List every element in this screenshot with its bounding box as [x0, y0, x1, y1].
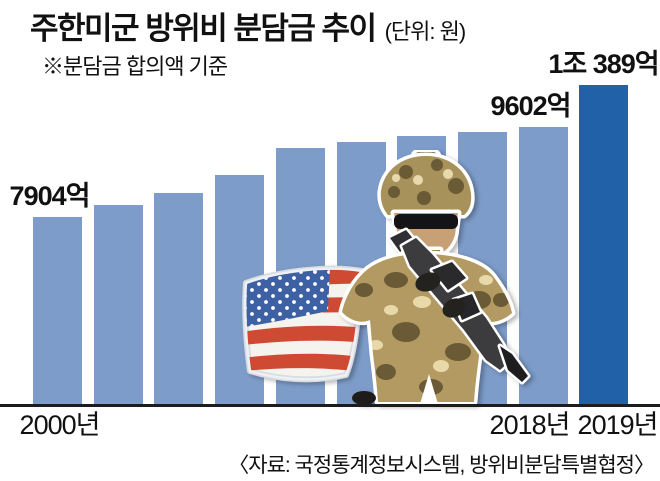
- us-flag-icon: [242, 265, 365, 383]
- bar: [519, 127, 568, 405]
- title-text: 주한미군 방위비 분담금 추이: [30, 11, 377, 46]
- chart-subtitle: ※분담금 합의액 기준: [42, 54, 228, 79]
- x-axis-line: [0, 404, 660, 407]
- x-axis-label: 2018년: [489, 410, 571, 440]
- x-axis-label: 2019년: [577, 410, 659, 440]
- bar-highlighted: [579, 85, 628, 405]
- x-axis-label: 2000년: [19, 410, 101, 440]
- bar-value-label: 1조 389억: [548, 49, 659, 79]
- unit-note: (단위: 원): [384, 19, 467, 44]
- bar: [94, 205, 143, 405]
- bar-value-label: 9602억: [490, 91, 572, 121]
- soldier-icon: [338, 150, 531, 406]
- bar: [154, 193, 203, 405]
- page-title: 주한미군 방위비 분담금 추이 (단위: 원): [30, 3, 467, 48]
- bar-value-label: 7904억: [9, 181, 91, 211]
- source-note: 〈자료: 국정통계정보시스템, 방위비분담특별협정〉: [228, 454, 655, 477]
- bar: [33, 217, 82, 405]
